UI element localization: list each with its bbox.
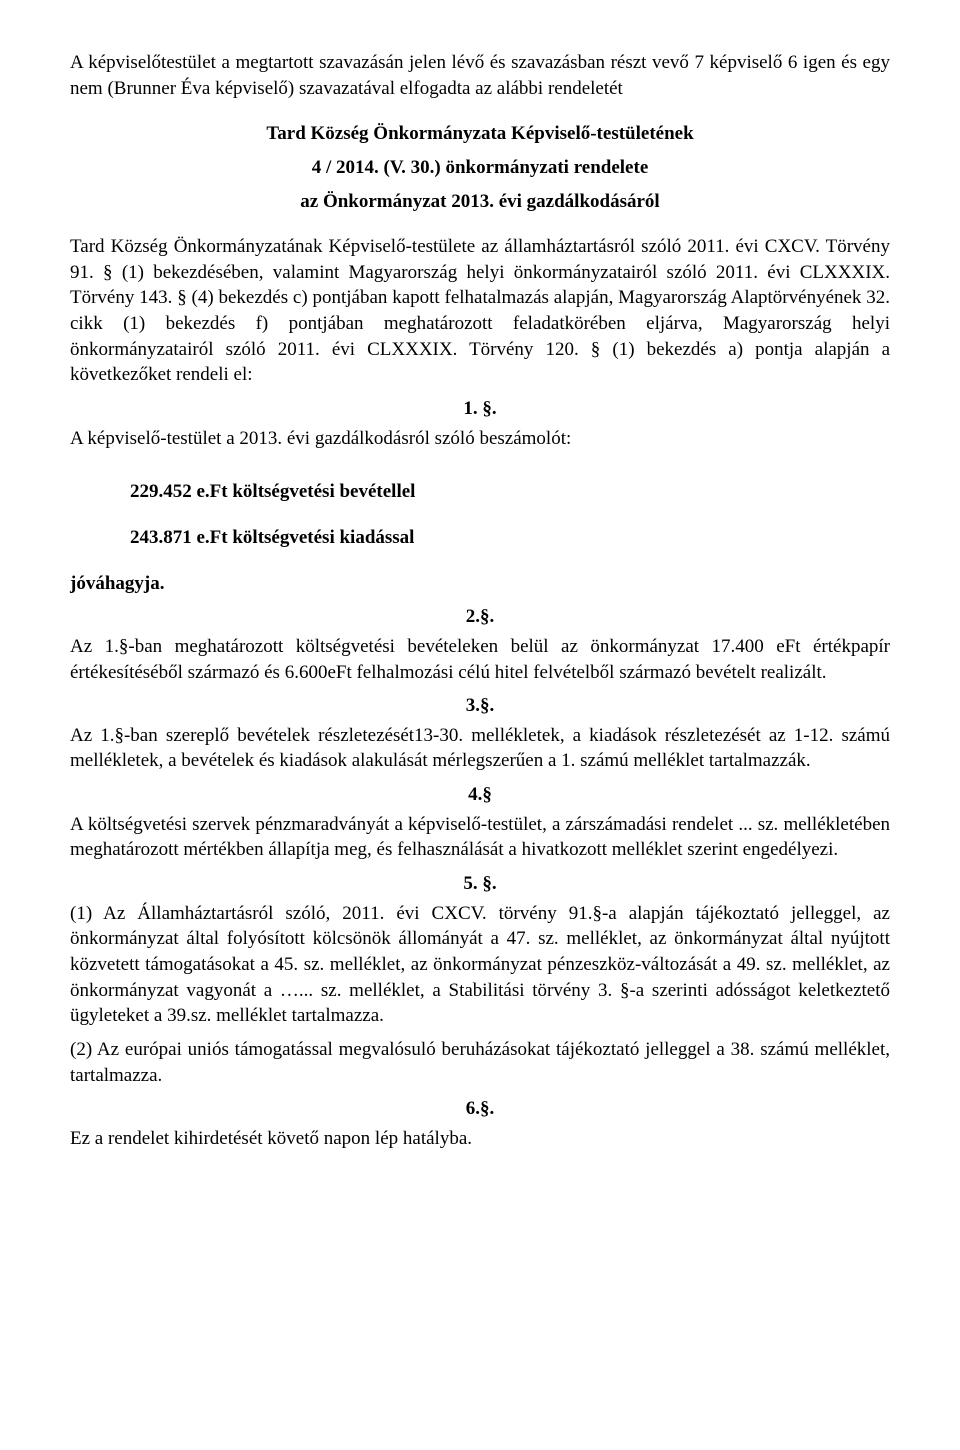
title-line-2: 4 / 2014. (V. 30.) önkormányzati rendele… bbox=[70, 155, 890, 181]
title-line-1: Tard Község Önkormányzata Képviselő-test… bbox=[70, 121, 890, 147]
section-1-line: A képviselő-testület a 2013. évi gazdálk… bbox=[70, 426, 890, 452]
section-1-revenue: 229.452 e.Ft költségvetési bevétellel bbox=[130, 479, 890, 505]
section-5-p2: (2) Az európai uniós támogatással megval… bbox=[70, 1037, 890, 1088]
section-2-text: Az 1.§-ban meghatározott költségvetési b… bbox=[70, 634, 890, 685]
section-5-number: 5. §. bbox=[70, 871, 890, 897]
section-2-number: 2.§. bbox=[70, 604, 890, 630]
section-6-text: Ez a rendelet kihirdetését követő napon … bbox=[70, 1126, 890, 1152]
section-5-p1: (1) Az Államháztartásról szóló, 2011. év… bbox=[70, 901, 890, 1029]
section-6-number: 6.§. bbox=[70, 1096, 890, 1122]
preamble-paragraph: Tard Község Önkormányzatának Képviselő-t… bbox=[70, 234, 890, 388]
title-line-3: az Önkormányzat 2013. évi gazdálkodásáró… bbox=[70, 189, 890, 215]
section-3-number: 3.§. bbox=[70, 693, 890, 719]
section-4-text: A költségvetési szervek pénzmaradványát … bbox=[70, 812, 890, 863]
section-1-expense: 243.871 e.Ft költségvetési kiadással bbox=[130, 525, 890, 551]
document-page: A képviselőtestület a megtartott szavazá… bbox=[0, 0, 960, 1209]
intro-paragraph: A képviselőtestület a megtartott szavazá… bbox=[70, 50, 890, 101]
section-3-text: Az 1.§-ban szereplő bevételek részletezé… bbox=[70, 723, 890, 774]
section-4-number: 4.§ bbox=[70, 782, 890, 808]
section-1-number: 1. §. bbox=[70, 396, 890, 422]
section-1-approve: jóváhagyja. bbox=[70, 571, 890, 597]
